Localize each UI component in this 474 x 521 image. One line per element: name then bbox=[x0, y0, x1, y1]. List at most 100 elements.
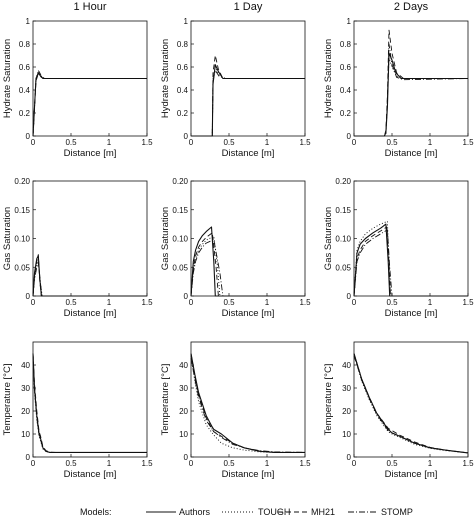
plot-frame bbox=[190, 341, 306, 458]
y-tick-label: 0.15 bbox=[335, 206, 351, 215]
y-tick-label: 30 bbox=[342, 384, 351, 393]
y-tick-label: 10 bbox=[21, 430, 30, 439]
y-tick-label: 0.20 bbox=[335, 177, 351, 186]
panel-2-3: 0 0.5 1 1.5 0 0.05 0.10 0.15 0.20 Distance [m] Gas… bbox=[323, 177, 474, 319]
y-axis-label: Temperature [°C] bbox=[2, 364, 13, 436]
y-tick-label: 20 bbox=[342, 407, 351, 416]
x-tick-label: 0 bbox=[189, 459, 194, 468]
plot-frame bbox=[353, 180, 469, 297]
y-tick-label: 0.4 bbox=[340, 86, 352, 95]
x-tick-label: 1 bbox=[265, 298, 270, 307]
y-tick-label: 40 bbox=[179, 361, 188, 370]
y-axis-label: Temperature [°C] bbox=[160, 364, 171, 436]
x-tick-label: 0.5 bbox=[223, 459, 235, 468]
y-tick-label: 0.4 bbox=[177, 86, 189, 95]
y-tick-label: 10 bbox=[342, 430, 351, 439]
y-tick-label: 0 bbox=[26, 453, 31, 462]
x-tick-label: 0 bbox=[189, 298, 194, 307]
panel-3-3: 0 0.5 1 1.5 0 10 20 30 40 Distance [m] Temperature… bbox=[323, 341, 474, 480]
series-line-tough bbox=[190, 355, 305, 453]
series-line-stomp bbox=[32, 73, 147, 137]
series-line-tough bbox=[354, 57, 468, 137]
y-tick-label: 0.2 bbox=[340, 109, 352, 118]
y-axis-label: Gas Saturation bbox=[2, 207, 13, 270]
panel-3-1: 0 0.5 1 1.5 0 10 20 30 40 Distance [m] Temperature… bbox=[2, 341, 153, 480]
x-tick-label: 1 bbox=[107, 298, 112, 307]
x-tick-label: 0 bbox=[31, 298, 36, 307]
series-line-stomp bbox=[191, 70, 305, 137]
series-line-tough bbox=[32, 70, 147, 137]
y-axis-label: Hydrate Saturation bbox=[2, 39, 13, 118]
x-tick-label: 1 bbox=[107, 459, 112, 468]
series-line-tough bbox=[190, 235, 305, 297]
x-axis-label: Distance [m] bbox=[385, 148, 438, 159]
y-tick-label: 0.6 bbox=[340, 63, 352, 72]
legend-entry-mh21: MH21 bbox=[278, 507, 335, 517]
y-tick-label: 0.10 bbox=[335, 235, 351, 244]
series-line-tough bbox=[353, 353, 469, 454]
series-line-authors bbox=[191, 64, 305, 137]
x-tick-label: 1 bbox=[428, 138, 433, 147]
series-line-authors bbox=[32, 255, 147, 297]
series-line-authors bbox=[353, 223, 468, 297]
x-tick-label: 0.5 bbox=[386, 138, 398, 147]
y-axis-label: Gas Saturation bbox=[160, 207, 171, 270]
series-line-stomp bbox=[32, 353, 147, 453]
y-tick-label: 1 bbox=[347, 17, 352, 26]
series-line-mh21 bbox=[32, 353, 147, 453]
x-tick-label: 1 bbox=[107, 138, 112, 147]
x-axis-label: Distance [m] bbox=[385, 469, 438, 480]
series-line-mh21 bbox=[190, 353, 305, 453]
y-tick-label: 0.4 bbox=[19, 86, 31, 95]
y-tick-label: 0.6 bbox=[177, 63, 189, 72]
series-line-stomp bbox=[32, 262, 147, 297]
y-tick-label: 0 bbox=[184, 292, 189, 301]
y-axis-label: Temperature [°C] bbox=[323, 364, 334, 436]
y-tick-label: 0.05 bbox=[172, 263, 188, 272]
x-tick-label: 1.5 bbox=[462, 298, 474, 307]
series-line-mh21 bbox=[354, 29, 468, 137]
y-tick-label: 40 bbox=[21, 361, 30, 370]
series-line-tough bbox=[353, 220, 468, 297]
series-line-stomp bbox=[354, 43, 469, 137]
x-tick-label: 0.5 bbox=[65, 298, 77, 307]
y-axis-label: Gas Saturation bbox=[323, 207, 334, 270]
x-tick-label: 1.5 bbox=[299, 459, 311, 468]
y-tick-label: 0.10 bbox=[172, 235, 188, 244]
series-line-mh21 bbox=[32, 71, 147, 137]
y-tick-label: 0 bbox=[26, 292, 31, 301]
y-tick-label: 0.8 bbox=[340, 40, 352, 49]
plot-frame bbox=[32, 180, 148, 297]
series-line-stomp bbox=[353, 229, 468, 297]
x-tick-label: 0 bbox=[31, 138, 36, 147]
series-line-mh21 bbox=[32, 254, 147, 297]
series-line-authors bbox=[190, 226, 305, 297]
x-axis-label: Distance [m] bbox=[222, 148, 275, 159]
series-line-tough bbox=[32, 353, 147, 453]
x-axis-label: Distance [m] bbox=[64, 148, 117, 159]
x-tick-label: 0 bbox=[352, 138, 357, 147]
y-tick-label: 30 bbox=[179, 384, 188, 393]
x-tick-label: 1 bbox=[428, 459, 433, 468]
series-line-authors bbox=[32, 72, 147, 137]
series-line-mh21 bbox=[353, 226, 468, 297]
legend-entry-stomp: STOMP bbox=[348, 507, 413, 517]
x-tick-label: 0.5 bbox=[223, 138, 235, 147]
series-line-authors bbox=[353, 353, 469, 454]
x-tick-label: 1.5 bbox=[141, 459, 153, 468]
series-line-tough bbox=[32, 261, 147, 297]
x-axis-label: Distance [m] bbox=[64, 308, 117, 319]
x-tick-label: 1.5 bbox=[141, 138, 153, 147]
y-tick-label: 0.20 bbox=[14, 177, 30, 186]
plot-frame bbox=[190, 180, 306, 297]
legend-entry-authors: Authors bbox=[146, 507, 211, 517]
x-axis-label: Distance [m] bbox=[64, 469, 117, 480]
legend: Models: Authors TOUGH MH21 STOMP bbox=[80, 507, 413, 517]
y-axis-label: Hydrate Saturation bbox=[323, 39, 334, 118]
x-tick-label: 0 bbox=[352, 298, 357, 307]
x-tick-label: 1.5 bbox=[141, 298, 153, 307]
y-tick-label: 0 bbox=[347, 132, 352, 141]
